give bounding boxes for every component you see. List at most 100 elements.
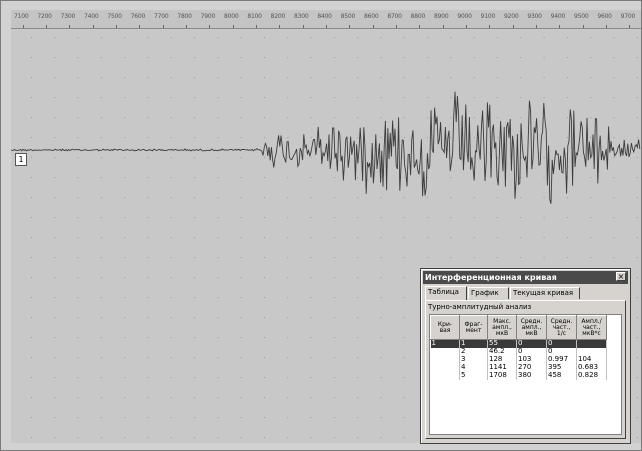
ruler-tick-mark: [209, 25, 211, 28]
table-cell: 0: [546, 347, 577, 356]
ruler-tick-label: 7800: [177, 13, 192, 20]
ruler-tick-mark: [162, 25, 164, 28]
table-cell: 1141: [487, 363, 517, 372]
ruler-tick-label: 8100: [247, 13, 262, 20]
ruler-tick-label: 7400: [84, 13, 99, 20]
table-cell: 55: [487, 339, 517, 348]
ruler-tick-label: 8400: [317, 13, 332, 20]
ruler-tick-mark: [22, 25, 24, 28]
table-cell: 5: [459, 371, 488, 380]
table-row[interactable]: 4 1141 270 395 0.683: [430, 363, 607, 372]
table-cell: 458: [546, 371, 577, 380]
ruler-tick-mark: [326, 25, 327, 28]
ruler-tick-mark: [419, 25, 421, 28]
table-cell: [430, 371, 460, 380]
table-cell: 0.997: [546, 355, 577, 364]
table-cell: 103: [516, 355, 547, 364]
table-cell: 104: [576, 355, 607, 364]
table-row[interactable]: 5 1708 380 458 0.828: [430, 371, 607, 380]
table-cell: [430, 363, 460, 372]
column-header-max-amplitude[interactable]: Макс. ампл., мкВ: [487, 315, 517, 340]
ruler-tick-label: 8800: [410, 13, 426, 20]
ruler-tick-mark: [606, 25, 607, 28]
ruler-tick-label: 9700: [620, 13, 636, 20]
interference-curve-dialog: Интерференционная кривая × Таблица Графи…: [420, 268, 631, 444]
table-cell: 0.683: [576, 363, 607, 372]
table-cell: 1708: [487, 371, 517, 380]
table-cell: 4: [459, 363, 488, 372]
table-cell: 46.2: [487, 347, 517, 356]
table-cell: 270: [516, 363, 547, 372]
tab-panel: Турно-амплитудный анализ Кри-вая Фраг-ме…: [425, 300, 626, 439]
ruler-tick-mark: [279, 25, 281, 28]
dialog-tabs: Таблица График Текущая кривая: [425, 286, 626, 300]
column-header-fragment[interactable]: Фраг-мент: [459, 315, 488, 340]
ruler-tick-mark: [396, 25, 397, 28]
ruler-tick-label: 9400: [550, 13, 566, 20]
ruler-tick-label: 8200: [270, 13, 286, 20]
ruler-tick-mark: [466, 25, 467, 28]
close-icon[interactable]: ×: [616, 272, 626, 281]
table-cell: 2: [459, 347, 488, 356]
section-title: Турно-амплитудный анализ: [428, 303, 532, 311]
ruler-tick-label: 7300: [60, 13, 76, 20]
column-header-mean-amplitude[interactable]: Средн. ампл., мкВ: [516, 315, 547, 340]
table-header-row: Кри-вая Фраг-мент Макс. ампл., мкВ Средн. а…: [430, 315, 607, 340]
dialog-title: Интерференционная кривая: [425, 273, 557, 282]
emg-signal-line: [11, 91, 641, 204]
table-cell: 380: [516, 371, 547, 380]
ruler-tick-label: 8000: [224, 13, 239, 20]
table-cell: 128: [487, 355, 517, 364]
table-cell: 0: [546, 339, 577, 348]
ruler-tick-label: 9000: [457, 13, 472, 20]
ruler-tick-label: 9100: [480, 13, 496, 20]
ruler-tick-mark: [349, 25, 351, 28]
column-header-mean-frequency[interactable]: Средн. част., 1/с: [546, 315, 577, 340]
ruler-tick-label: 8600: [364, 13, 379, 20]
ruler-tick-mark: [69, 25, 71, 28]
table-cell: 395: [546, 363, 577, 372]
ruler-tick-label: 7700: [154, 13, 169, 20]
ruler-tick-label: 9300: [527, 13, 542, 20]
ruler-tick-mark: [46, 25, 47, 28]
ruler-tick-mark: [302, 25, 304, 28]
ruler-tick-label: 7600: [130, 13, 146, 20]
table-cell: 3: [459, 355, 488, 364]
ruler-tick-mark: [489, 25, 491, 28]
ruler-tick-label: 7900: [200, 13, 216, 20]
ruler-tick-mark: [372, 25, 374, 28]
table-cell: 0: [516, 347, 547, 356]
column-header-amplitude-frequency[interactable]: Ампл./част., мкВ*с: [576, 315, 607, 340]
table-row[interactable]: 2 46.2 0 0: [430, 347, 607, 356]
ruler-tick-label: 8500: [340, 13, 356, 20]
table-row[interactable]: 3 128 103 0.997 104: [430, 355, 607, 364]
ruler-tick-label: 7200: [37, 13, 52, 20]
tab-table[interactable]: Таблица: [425, 286, 467, 300]
ruler-tick-label: 9500: [574, 13, 589, 20]
dialog-titlebar[interactable]: Интерференционная кривая ×: [423, 271, 628, 284]
ruler-tick-mark: [92, 25, 94, 28]
table-cell: [576, 339, 607, 348]
analysis-table: Кри-вая Фраг-мент Макс. ампл., мкВ Средн. а…: [430, 315, 607, 380]
ruler-tick-mark: [232, 25, 234, 28]
analysis-table-container: Кри-вая Фраг-мент Макс. ампл., мкВ Средн. а…: [429, 314, 622, 435]
ruler-tick-mark: [442, 25, 444, 28]
time-ruler: 7100 7200 7300 7400 7500 7600 7700 7800 7900 8000…: [11, 10, 641, 29]
ruler-tick-mark: [116, 25, 117, 28]
column-header-curve[interactable]: Кри-вая: [430, 315, 460, 340]
table-cell: 0: [516, 339, 547, 348]
ruler-tick-label: 7100: [14, 13, 29, 20]
ruler-tick-mark: [536, 25, 537, 28]
ruler-tick-mark: [629, 25, 631, 28]
table-cell: 1: [459, 339, 488, 348]
table-cell: [430, 355, 460, 364]
tab-chart[interactable]: График: [468, 287, 509, 299]
table-row[interactable]: 1 1 55 0 0: [430, 339, 607, 348]
ruler-tick-mark: [559, 25, 561, 28]
ruler-tick-label: 8700: [387, 13, 402, 20]
ruler-tick-mark: [256, 25, 257, 28]
table-cell: 1: [430, 339, 460, 348]
tab-current-curve[interactable]: Текущая кривая: [510, 287, 580, 299]
trace-number-label: 1: [15, 153, 27, 166]
